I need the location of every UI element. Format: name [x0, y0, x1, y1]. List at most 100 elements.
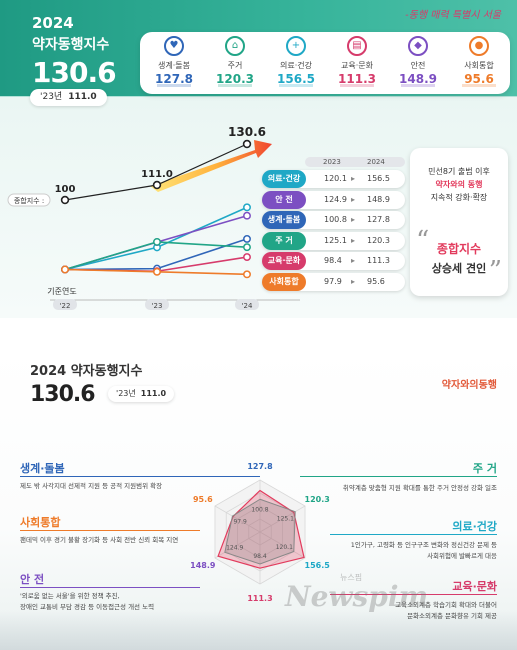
total-point-label: 130.6 — [228, 125, 266, 139]
total-point — [152, 180, 162, 190]
series-point — [153, 267, 161, 276]
legend-header: 2023 2024 — [305, 157, 405, 167]
series-point — [61, 265, 69, 274]
factor-line-care — [20, 476, 260, 477]
radar-inner-label: 97.9 — [233, 519, 247, 526]
legend-value-2023: 120.1 — [324, 174, 347, 183]
summary-line1: 민선8기 출범 이후 — [428, 167, 490, 176]
x-tick-bg — [53, 299, 77, 310]
summary-line3: 지속적 강화·확장 — [430, 193, 488, 202]
total-label-bg — [7, 193, 51, 207]
integration-icon: ● — [469, 36, 489, 56]
together-logo: 약자와의동행 — [441, 380, 497, 391]
factor-name-education: 교육·문화 — [452, 580, 497, 593]
x-tick-label: '24 — [242, 302, 253, 310]
category-value: 111.3 — [327, 72, 387, 87]
category-bar: ♥ 생계·돌봄 127.8 ⌂ 주거 120.3 + 의료·건강 156.5 ▤ 교육·문화 111.… — [140, 32, 510, 94]
bottom-score: 130.6 — [30, 382, 96, 407]
radar-outer-label: 127.8 — [247, 462, 273, 471]
legend-series-name: 주 거 — [262, 231, 306, 250]
factor-desc-integration: 팬데믹 이후 경기 불황 장기화 등 사회 전반 신뢰 회복 지연 — [20, 536, 179, 544]
legend-series-name: 생계·돌봄 — [262, 211, 306, 229]
legend-value-2023: 98.4 — [324, 256, 342, 265]
bottom-prev-label: '23년 — [116, 389, 136, 398]
factor-desc-education-1: 교육소외계층 학습기회 확대와 더불어 — [395, 601, 497, 609]
index-title: 약자동행지수 — [32, 37, 110, 53]
quote-open-icon: “ — [416, 226, 430, 256]
house-icon: ⌂ — [225, 36, 245, 56]
legend-year-2024: 2024 — [367, 158, 385, 166]
radar-2024-area — [217, 489, 305, 569]
category-value: 148.9 — [388, 72, 448, 87]
legend-value-2024: 95.6 — [367, 276, 385, 286]
legend-row: 주 거 125.1 ▸ 120.3 — [262, 231, 405, 250]
shield-icon: ◆ — [408, 36, 428, 56]
top-panel: 2024 약자동행지수 130.6 '23년 111.0 -동행 매력 특별시 서… — [0, 0, 517, 318]
prev-year-badge: '23년 111.0 — [30, 89, 107, 106]
category-label: 사회통합 — [464, 61, 494, 70]
series-point — [243, 234, 251, 243]
legend-value-2024: 156.5 — [367, 174, 390, 183]
total-point-label: 100 — [55, 184, 76, 195]
factor-line-health — [330, 534, 497, 535]
legend-year-2023: 2023 — [323, 158, 341, 166]
arrow-icon: ▸ — [351, 174, 356, 183]
arrow-icon: ▸ — [351, 215, 356, 224]
legend-value-2023: 124.9 — [324, 194, 347, 204]
arrow-icon: ▸ — [351, 276, 356, 286]
factor-line-education — [330, 594, 497, 595]
factor-desc-safety-1: '외로움 없는 서울'을 위한 정책 추진, — [20, 592, 120, 600]
radar-axis — [259, 505, 306, 533]
legend-row: 안 전 124.9 ▸ 148.9 — [262, 190, 405, 209]
total-label: 종합지수 : — [14, 196, 44, 205]
factor-desc-safety-2: 장애인 교통비 부담 경감 등 이동접근성 개선 노력 — [20, 603, 155, 611]
radar-outer-label: 148.9 — [190, 561, 216, 570]
factor-line-housing — [300, 476, 497, 477]
category-label: 의료·건강 — [280, 61, 312, 70]
series-point — [153, 237, 161, 246]
category-label: 생계·돌봄 — [158, 61, 190, 70]
radar-axis — [214, 505, 261, 533]
line-chart: '22 '23 '24 기준연도 100 111.0 130.6 종합지수 : — [7, 125, 300, 310]
summary-line2: 약자와의 동행 — [435, 180, 483, 189]
arrow-icon: ▸ — [351, 235, 356, 245]
radar-outer-label: 156.5 — [305, 561, 331, 570]
total-trend-arrow — [150, 140, 272, 192]
radar-inner-label: 125.1 — [277, 515, 294, 522]
health-icon: + — [286, 36, 306, 56]
radar-chart: 127.8 100.8 120.3 125.1 156.5 120.1 111.3 98.4 1… — [190, 462, 331, 603]
legend-value-2024: 111.3 — [367, 256, 390, 265]
factor-desc-housing: 취약계층 맞춤형 지원 확대를 통한 주거 안정성 강화 일조 — [342, 484, 497, 492]
category-value: 95.6 — [449, 72, 509, 87]
category-value: 127.8 — [144, 72, 204, 87]
x-tick-label: '22 — [60, 302, 71, 310]
legend-value-2023: 125.1 — [324, 235, 347, 245]
legend-value-2024: 148.9 — [367, 194, 390, 204]
category-label: 안전 — [410, 61, 426, 70]
category-value: 120.3 — [205, 72, 265, 87]
care-icon: ♥ — [164, 36, 184, 56]
series-point — [243, 203, 251, 212]
factor-name-integration: 사회통합 — [20, 516, 61, 529]
radar-inner-label: 120.1 — [276, 544, 293, 551]
summary-card: 민선8기 출범 이후 약자와의 동행 지속적 강화·확장 “ 종합지수 상승세 … — [410, 148, 508, 296]
factor-line-integration — [20, 530, 200, 531]
radar-outer-label: 111.3 — [247, 594, 272, 603]
radar-outer-label: 95.6 — [193, 495, 213, 504]
bottom-prev-value: 111.0 — [140, 389, 167, 398]
seoul-logo: -동행 매력 특별시 서울 — [405, 10, 501, 21]
summary-highlight: 종합지수 — [436, 242, 482, 256]
factor-name-safety: 안 전 — [20, 573, 45, 586]
newspim-watermark: Newspim — [285, 580, 429, 613]
quote-close-icon: ” — [488, 256, 502, 286]
factor-name-health: 의료·건강 — [452, 520, 497, 533]
factor-desc-health-2: 사회위험에 발빠르게 대응 — [427, 552, 497, 560]
bottom-title: 2024 약자동행지수 — [30, 364, 143, 379]
factor-line-safety — [20, 587, 200, 588]
factor-desc-care: 제도 밖 사각지대 선제적 지원 등 공적 지원범위 확장 — [20, 482, 163, 490]
factor-desc-education-2: 문화소외계층 문화향유 기회 제공 — [407, 612, 497, 620]
city-skyline — [0, 610, 517, 650]
category-label: 교육·문화 — [341, 61, 373, 70]
prev-year-label: '23년 — [40, 92, 63, 102]
year-label: 2024 — [32, 14, 74, 32]
